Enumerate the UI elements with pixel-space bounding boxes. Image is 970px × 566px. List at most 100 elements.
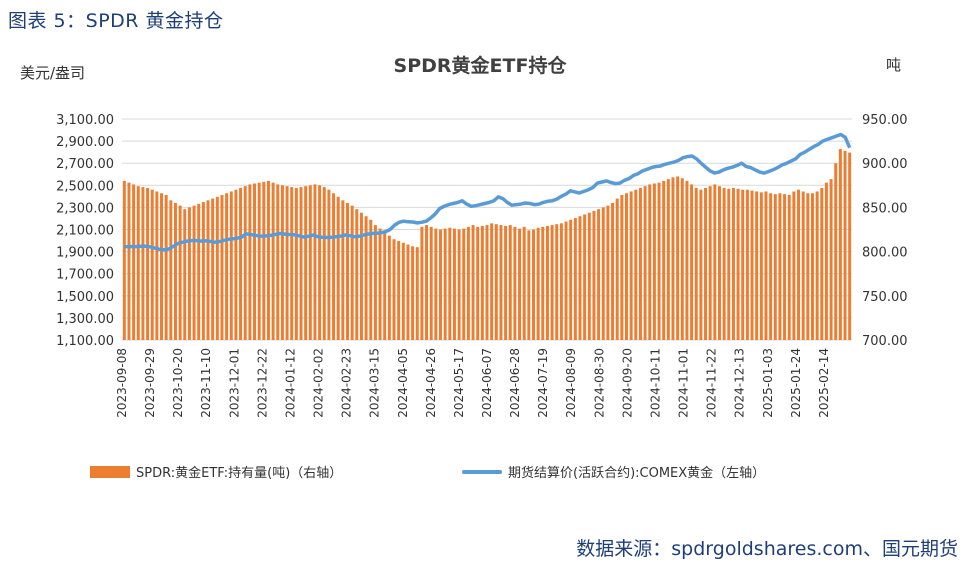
etf-holdings-bar	[634, 189, 638, 340]
etf-holdings-bar	[648, 184, 652, 340]
etf-holdings-bar	[336, 196, 340, 340]
etf-holdings-bar	[462, 228, 466, 340]
x-axis-ticks: 2023-09-08 2023-09-29 2023-10-20 2023-11-10…	[115, 348, 831, 418]
etf-holdings-bar	[397, 240, 401, 340]
etf-holdings-bar	[499, 225, 503, 340]
etf-holdings-bar	[299, 187, 303, 340]
etf-holdings-bar	[834, 163, 838, 340]
etf-holdings-bar	[239, 187, 243, 340]
etf-holdings-bar	[383, 232, 387, 340]
left-tick-label: 1,100.00	[56, 334, 114, 349]
etf-holdings-bar	[406, 244, 410, 340]
etf-holdings-bar	[471, 225, 475, 340]
etf-holdings-bar	[555, 224, 559, 340]
etf-holdings-bar	[666, 179, 670, 340]
etf-holdings-bar	[838, 149, 842, 340]
etf-holdings-bar	[373, 225, 377, 340]
etf-holdings-bar	[643, 186, 647, 340]
x-tick-label: 2024-07-19	[536, 348, 550, 418]
etf-holdings-bar	[364, 216, 368, 340]
etf-holdings-bar	[657, 182, 661, 340]
etf-holdings-bar	[285, 186, 289, 340]
right-tick-label: 900.00	[862, 157, 908, 172]
right-tick-label: 850.00	[862, 201, 908, 216]
etf-holdings-bar	[527, 230, 531, 340]
left-tick-label: 1,700.00	[56, 268, 114, 283]
etf-holdings-bar	[485, 225, 489, 340]
etf-holdings-bar	[778, 193, 782, 340]
etf-holdings-bar	[332, 193, 336, 340]
etf-holdings-bar	[225, 193, 229, 340]
x-tick-label: 2023-09-08	[115, 348, 129, 418]
etf-holdings-bar	[146, 187, 150, 340]
etf-holdings-bar	[592, 210, 596, 340]
etf-holdings-bar	[480, 225, 484, 340]
etf-holdings-bar	[457, 229, 461, 340]
legend-bar-entry: SPDR:黄金ETF:持有量(吨)（右轴）	[90, 462, 342, 481]
etf-holdings-bar	[313, 184, 317, 340]
etf-holdings-bar	[341, 200, 345, 340]
x-tick-label: 2024-01-12	[283, 348, 297, 418]
etf-holdings-bar	[378, 228, 382, 340]
x-tick-label: 2024-10-11	[648, 348, 662, 418]
etf-holdings-bar	[717, 186, 721, 340]
etf-holdings-bar	[401, 242, 405, 340]
x-tick-label: 2023-12-01	[227, 348, 241, 418]
etf-holdings-bar	[280, 185, 284, 340]
etf-holdings-bar	[820, 187, 824, 340]
etf-holdings-bar	[513, 226, 517, 340]
right-tick-label: 700.00	[862, 334, 908, 349]
left-tick-label: 1,300.00	[56, 312, 114, 327]
etf-holdings-bar	[160, 193, 164, 340]
etf-holdings-bar	[792, 191, 796, 340]
etf-holdings-bar	[308, 185, 312, 340]
etf-holdings-bar	[532, 229, 535, 340]
x-tick-label: 2025-02-14	[817, 348, 831, 418]
x-tick-label: 2023-09-29	[143, 348, 157, 418]
etf-holdings-bar	[797, 189, 801, 340]
left-tick-label: 2,900.00	[56, 135, 114, 150]
x-tick-label: 2025-01-24	[789, 348, 803, 418]
legend-line-swatch	[462, 469, 502, 474]
x-tick-label: 2024-08-30	[592, 348, 606, 418]
x-tick-label: 2024-03-15	[368, 348, 382, 418]
etf-holdings-bar	[346, 202, 349, 340]
left-tick-label: 2,500.00	[56, 179, 114, 194]
etf-holdings-bar	[350, 205, 354, 340]
etf-holdings-bar	[629, 191, 633, 340]
etf-holdings-bar	[518, 228, 522, 340]
etf-holdings-bar	[178, 205, 182, 340]
etf-holdings-bar	[136, 186, 140, 340]
right-axis-label: 吨	[886, 56, 901, 74]
right-axis-ticks: 950.00 900.00 850.00 800.00 750.00 700.00	[862, 113, 908, 349]
etf-holdings-bar	[722, 187, 726, 340]
etf-holdings-bar	[597, 209, 601, 340]
etf-holdings-bar	[229, 191, 233, 340]
left-tick-label: 2,100.00	[56, 224, 114, 239]
etf-holdings-bar	[452, 228, 456, 340]
etf-holdings-bar	[801, 191, 805, 340]
x-tick-label: 2025-01-03	[761, 348, 775, 418]
right-tick-label: 750.00	[862, 290, 908, 305]
x-tick-label: 2023-12-22	[255, 348, 269, 418]
etf-holdings-bar	[741, 189, 745, 340]
etf-holdings-bar	[387, 235, 391, 340]
comex-gold-price-line	[124, 132, 852, 252]
etf-holdings-bar	[680, 178, 684, 340]
line-series	[124, 132, 852, 252]
chart-title: SPDR黄金ETF持仓	[394, 54, 568, 77]
etf-holdings-bar	[587, 212, 591, 340]
etf-holdings-bar	[150, 189, 154, 340]
x-tick-label: 2023-10-20	[171, 348, 185, 418]
etf-holdings-bar	[415, 247, 419, 340]
etf-holdings-bar	[434, 228, 438, 340]
etf-holdings-bar	[699, 189, 703, 340]
x-tick-label: 2024-11-01	[677, 348, 691, 418]
etf-holdings-bar	[583, 214, 587, 340]
x-tick-label: 2024-06-07	[480, 348, 494, 418]
etf-holdings-bar	[262, 181, 266, 340]
left-tick-label: 1,500.00	[56, 290, 114, 305]
etf-holdings-bar	[276, 184, 280, 340]
x-tick-label: 2024-12-13	[733, 348, 747, 418]
etf-holdings-bar	[192, 205, 196, 340]
